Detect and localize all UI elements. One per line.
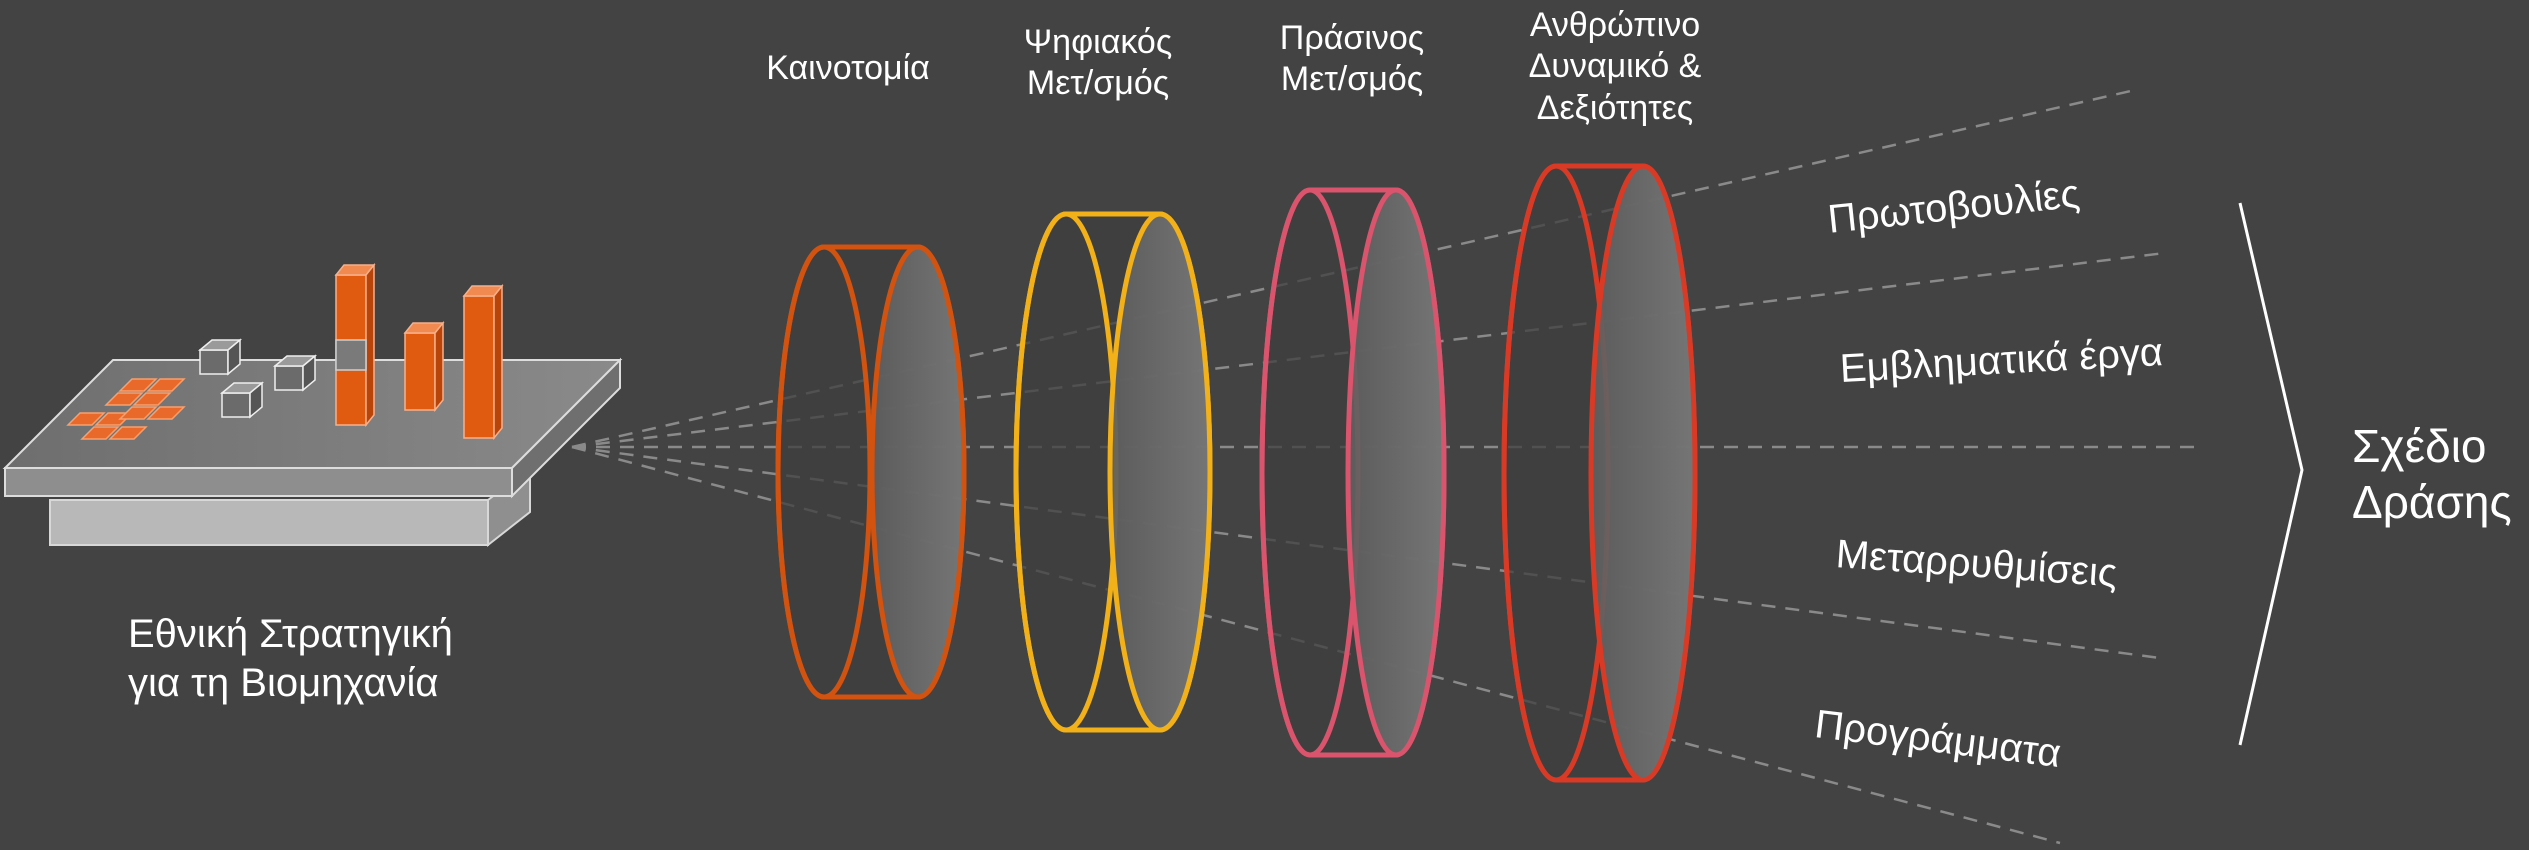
lens-human xyxy=(1501,163,1698,783)
action-plan-bracket xyxy=(2238,202,2304,746)
lens-label-innovation: Καινοτομία xyxy=(766,49,930,87)
bar-2-front xyxy=(404,332,436,411)
source-label: Εθνική Στρατηγική για τη Βιομηχανία xyxy=(128,612,453,705)
orange-tiles xyxy=(66,378,186,440)
lens-label-human: Ανθρώπινο Δυναμικό & Δεξιότητες xyxy=(1528,6,1702,127)
lens-front-face xyxy=(869,244,967,700)
lens-label-digital: Ψηφιακός Μετ/σμός xyxy=(1023,23,1173,103)
bar-1-gap xyxy=(335,339,367,371)
gray-cubes xyxy=(197,338,318,419)
lens-front-face xyxy=(1107,211,1213,733)
lens-group xyxy=(775,163,1698,783)
orange-bars xyxy=(334,262,504,441)
bar-1-side xyxy=(365,262,375,428)
lens-front-face xyxy=(1588,163,1698,783)
platform-side xyxy=(511,357,621,499)
platform-base-front xyxy=(49,499,489,546)
lens-digital xyxy=(1013,211,1213,733)
lens-label-green: Πράσινος Μετ/σμός xyxy=(1279,19,1425,99)
lens-front-face xyxy=(1345,187,1447,758)
platform-front xyxy=(4,467,513,497)
lens-innovation xyxy=(775,244,967,700)
industry-platform-graphic xyxy=(2,262,623,548)
action-plan-label: Σχέδιο Δράσης xyxy=(2352,420,2512,529)
lens-green xyxy=(1259,187,1447,758)
bar-3-side xyxy=(493,283,503,441)
bar-3-front xyxy=(463,295,495,439)
bar-2-side xyxy=(434,320,444,413)
